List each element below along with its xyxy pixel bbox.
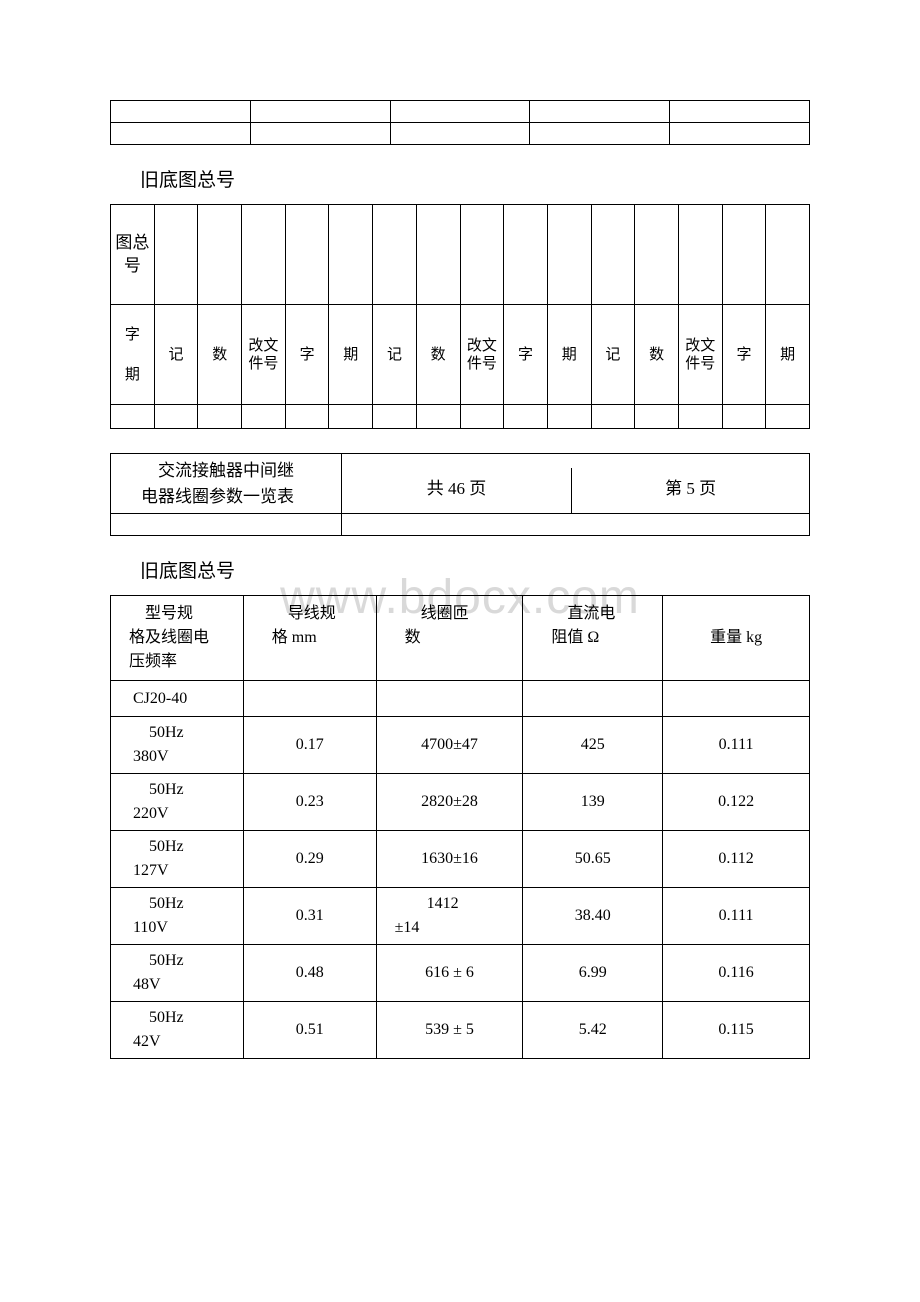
table-cell: 0.51 [243, 1002, 376, 1059]
t2-cell: 数 [416, 305, 460, 405]
t2-cell: 改文件号 [460, 305, 504, 405]
t2-cell: 记 [154, 305, 198, 405]
document-header-table: 交流接触器中间继电器线圈参数一览表 共 46 页 第 5 页 [110, 453, 810, 536]
table-cell: 50.65 [523, 831, 663, 888]
table-cell: 5.42 [523, 1002, 663, 1059]
table-cell: 38.40 [523, 888, 663, 945]
table-cell: 0.23 [243, 774, 376, 831]
col-header-spec: 型号规格及线圈电压频率 [111, 596, 244, 681]
table-cell: 0.111 [663, 888, 810, 945]
table-cell: 0.31 [243, 888, 376, 945]
t2-cell: 记 [373, 305, 417, 405]
section2-label: 旧底图总号 [140, 556, 810, 583]
table-cell: 0.48 [243, 945, 376, 1002]
table-cell: 0.122 [663, 774, 810, 831]
table-cell: 0.29 [243, 831, 376, 888]
t2-cell: 字 [504, 305, 548, 405]
t2-cell: 字 [285, 305, 329, 405]
table-cell: 616 ± 6 [376, 945, 523, 1002]
t2-cell: 字 [722, 305, 766, 405]
page-content: 旧底图总号 图总号 字 期 记 数 改文件号 字 期 记 数 改文件号 字 期 … [110, 100, 810, 1059]
table-cell: 1630±16 [376, 831, 523, 888]
table-cell: 139 [523, 774, 663, 831]
table-cell: 4700±47 [376, 717, 523, 774]
table-cell: 50Hz220V [111, 774, 244, 831]
table-cell: 0.115 [663, 1002, 810, 1059]
table-cell: 2820±28 [376, 774, 523, 831]
col-header-turns: 线圈匝数 [376, 596, 523, 681]
col-header-weight: 重量 kg [663, 596, 810, 681]
table-cell: 50Hz380V [111, 717, 244, 774]
table-cell: 50Hz110V [111, 888, 244, 945]
table-cell: 6.99 [523, 945, 663, 1002]
t2-cell: 记 [591, 305, 635, 405]
t2-cell: 期 [329, 305, 373, 405]
t2-cell: 改文件号 [242, 305, 286, 405]
top-empty-table [110, 100, 810, 145]
section1-label: 旧底图总号 [140, 165, 810, 192]
table-cell: 50Hz42V [111, 1002, 244, 1059]
table-cell: 425 [523, 717, 663, 774]
table-cell: 50Hz127V [111, 831, 244, 888]
t2-cell: 期 [766, 305, 810, 405]
table-cell: 50Hz48V [111, 945, 244, 1002]
table-cell: 0.112 [663, 831, 810, 888]
table-cell: 0.116 [663, 945, 810, 1002]
model-number: CJ20-40 [111, 681, 244, 717]
t2-cell: 字 期 [111, 305, 155, 405]
t2-cell: 改文件号 [678, 305, 722, 405]
coil-parameter-table: 型号规格及线圈电压频率 导线规格 mm 线圈匝数 直流电阻值 Ω 重量 kg C… [110, 595, 810, 1059]
table-cell: 1412±14 [376, 888, 523, 945]
current-page: 第 5 页 [572, 468, 810, 514]
col-header-resistance: 直流电阻值 Ω [523, 596, 663, 681]
drawing-number-table: 图总号 字 期 记 数 改文件号 字 期 记 数 改文件号 字 期 记 数 改文… [110, 204, 810, 429]
col-header-wire: 导线规格 mm [243, 596, 376, 681]
tuzhonghao-label: 图总号 [111, 205, 155, 305]
table-cell: 539 ± 5 [376, 1002, 523, 1059]
t2-cell: 数 [198, 305, 242, 405]
table-cell: 0.111 [663, 717, 810, 774]
document-title: 交流接触器中间继电器线圈参数一览表 [111, 454, 342, 514]
t2-cell: 期 [547, 305, 591, 405]
total-pages: 共 46 页 [341, 468, 572, 514]
table-cell: 0.17 [243, 717, 376, 774]
t2-cell: 数 [635, 305, 679, 405]
